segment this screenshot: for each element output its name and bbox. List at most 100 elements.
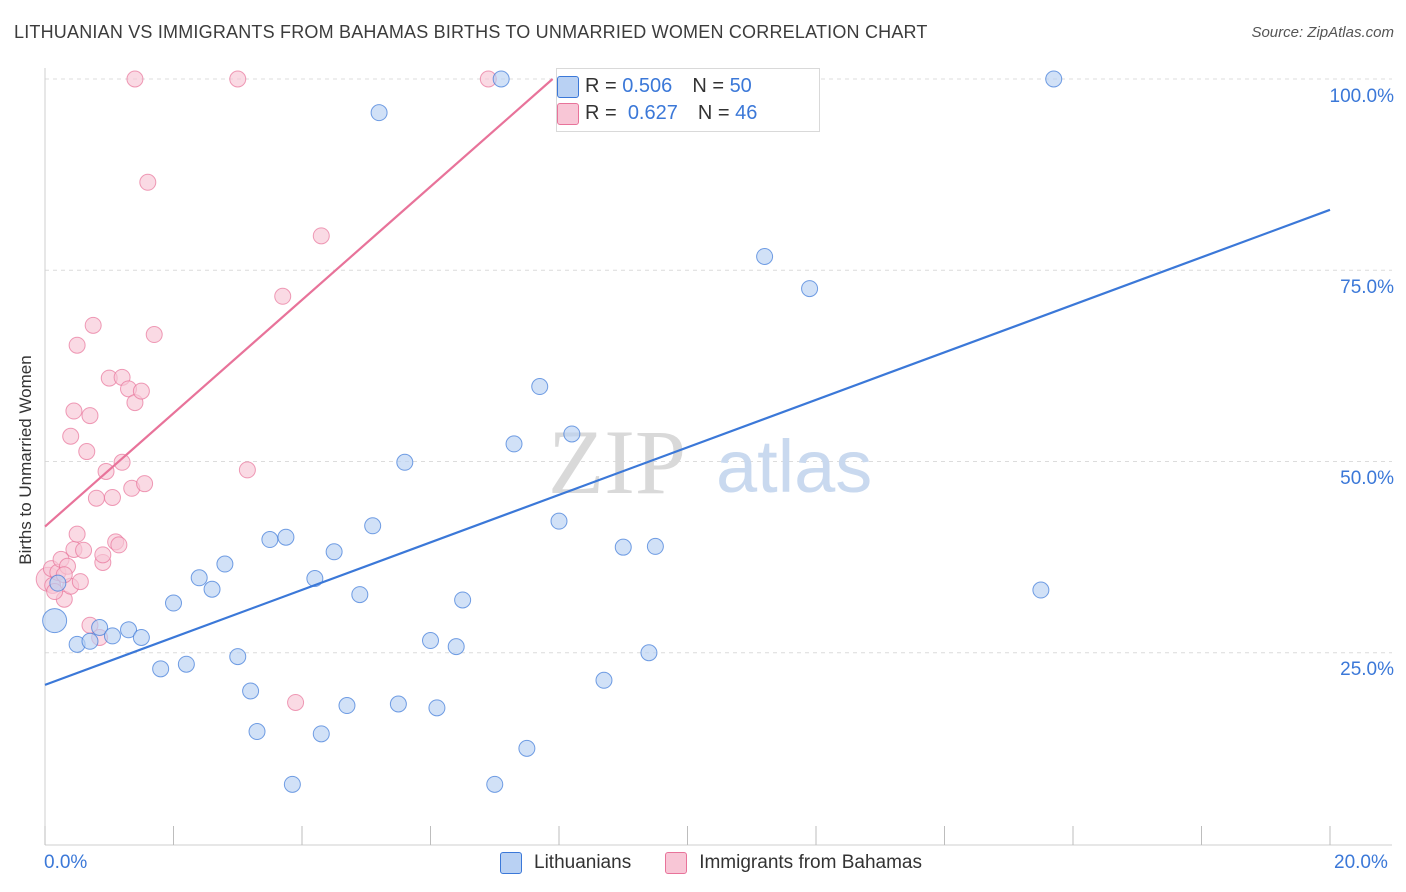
lithuanian-point xyxy=(428,699,446,717)
legend-r-label: R = xyxy=(585,101,617,124)
bahamas-point xyxy=(238,461,256,479)
bahamas-point xyxy=(287,693,305,711)
lithuanian-point xyxy=(563,425,581,443)
bahamas-point xyxy=(312,227,330,245)
bahamas-point xyxy=(126,70,144,88)
lithuanian-point xyxy=(261,531,279,549)
lithuanian-point xyxy=(454,591,472,609)
axes xyxy=(44,68,1392,846)
lithuanian-point xyxy=(165,594,182,612)
legend-row-bahamas: R = 0.627 N = 46 xyxy=(557,99,758,127)
lithuanian-point xyxy=(242,682,260,700)
legend-blue-n: 50 xyxy=(729,74,752,97)
lithuanian-point xyxy=(801,280,819,298)
lithuanian-point xyxy=(614,538,632,556)
legend-label-lithuanians: Lithuanians xyxy=(534,852,632,873)
lithuanian-point xyxy=(370,104,388,122)
lithuanian-point xyxy=(229,648,247,666)
lithuanian-point xyxy=(595,671,613,689)
lithuanian-point xyxy=(312,725,330,743)
lithuanian-point xyxy=(447,638,465,656)
lithuanian-point xyxy=(364,517,382,535)
lithuanian-point xyxy=(646,537,664,555)
bahamas-point xyxy=(68,525,86,543)
lithuanian-point xyxy=(492,70,510,88)
lithuanian-point xyxy=(81,632,99,650)
legend-pink-n: 46 xyxy=(735,101,758,124)
bahamas-point xyxy=(75,541,93,559)
lithuanian-point xyxy=(216,555,234,573)
bahamas-point xyxy=(110,536,128,554)
bahamas-point xyxy=(113,453,131,471)
legend-r-label: R = xyxy=(585,74,617,97)
watermark-atlas: atlas xyxy=(716,425,872,508)
y-tick-label-75: 75.0% xyxy=(1340,277,1394,298)
x-tick-label-min: 0.0% xyxy=(44,852,88,873)
lithuanian-point xyxy=(49,574,67,592)
source-label: Source: ZipAtlas.com xyxy=(1251,24,1394,41)
legend-label-bahamas: Immigrants from Bahamas xyxy=(699,852,922,873)
legend-row-lithuanians: R = 0.506 N = 50 xyxy=(557,72,752,100)
grid-lines xyxy=(45,78,1392,654)
x-tick-label-max: 20.0% xyxy=(1334,852,1388,873)
lithuanian-point xyxy=(203,580,221,598)
legend-item-lithuanians[interactable]: Lithuanians xyxy=(500,852,631,874)
lithuanian-point xyxy=(325,543,343,561)
bahamas-points xyxy=(35,70,497,711)
bahamas-trend-line xyxy=(44,78,554,528)
legend-n-label: N = xyxy=(692,74,724,97)
lithuanian-point xyxy=(283,775,301,793)
lithuanian-point xyxy=(550,512,568,530)
bahamas-point xyxy=(139,173,157,191)
bahamas-point xyxy=(62,427,80,445)
bahamas-point xyxy=(136,475,154,493)
bahamas-point xyxy=(145,326,163,344)
lithuanian-point xyxy=(277,528,295,546)
series-legend: Lithuanians Immigrants from Bahamas xyxy=(500,852,956,874)
lithuanian-point xyxy=(422,632,439,650)
y-tick-label-50: 50.0% xyxy=(1340,468,1394,489)
lithuanian-point xyxy=(1032,581,1050,599)
lithuanian-point xyxy=(91,619,109,637)
correlation-legend: R = 0.506 N = 50 R = 0.627 N = 46 xyxy=(556,68,820,132)
bahamas-point xyxy=(84,316,102,334)
lithuanian-point xyxy=(389,695,407,713)
bahamas-point xyxy=(132,382,150,400)
lithuanian-point xyxy=(177,655,195,673)
y-tick-label-100: 100.0% xyxy=(1329,86,1394,107)
lithuanian-point xyxy=(518,739,536,757)
bahamas-point xyxy=(71,573,89,591)
trend-lines xyxy=(44,78,1331,686)
lithuanian-point xyxy=(486,775,504,793)
bahamas-point xyxy=(229,70,247,88)
lithuanian-point xyxy=(640,644,658,662)
lithuanian-point xyxy=(756,247,774,265)
legend-swatch-bahamas xyxy=(665,852,688,874)
bahamas-point xyxy=(68,336,86,354)
lithuanian-point xyxy=(103,627,121,645)
bahamas-point xyxy=(78,443,96,461)
legend-n-label: N = xyxy=(697,101,730,124)
lithuanian-point xyxy=(132,628,150,646)
lithuanian-point xyxy=(531,378,549,396)
lithuanian-trend-line xyxy=(44,208,1331,686)
lithuanian-point xyxy=(152,660,170,678)
legend-swatch-lithuanians xyxy=(500,852,522,874)
legend-swatch-blue xyxy=(557,76,579,98)
bahamas-point xyxy=(274,287,292,305)
legend-item-bahamas[interactable]: Immigrants from Bahamas xyxy=(665,852,922,874)
legend-blue-r: 0.506 xyxy=(622,74,673,97)
lithuanian-point xyxy=(505,435,523,453)
legend-pink-r: 0.627 xyxy=(627,101,678,124)
y-tick-label-25: 25.0% xyxy=(1340,659,1394,680)
lithuanian-point xyxy=(1045,70,1063,88)
bahamas-point xyxy=(94,546,112,564)
bahamas-point xyxy=(87,489,105,507)
lithuanian-point xyxy=(190,569,208,587)
chart-title: LITHUANIAN VS IMMIGRANTS FROM BAHAMAS BI… xyxy=(14,22,928,42)
lithuanian-point xyxy=(338,697,356,715)
bahamas-point xyxy=(103,488,121,506)
bahamas-point xyxy=(65,402,83,420)
lithuanian-point xyxy=(351,586,369,604)
